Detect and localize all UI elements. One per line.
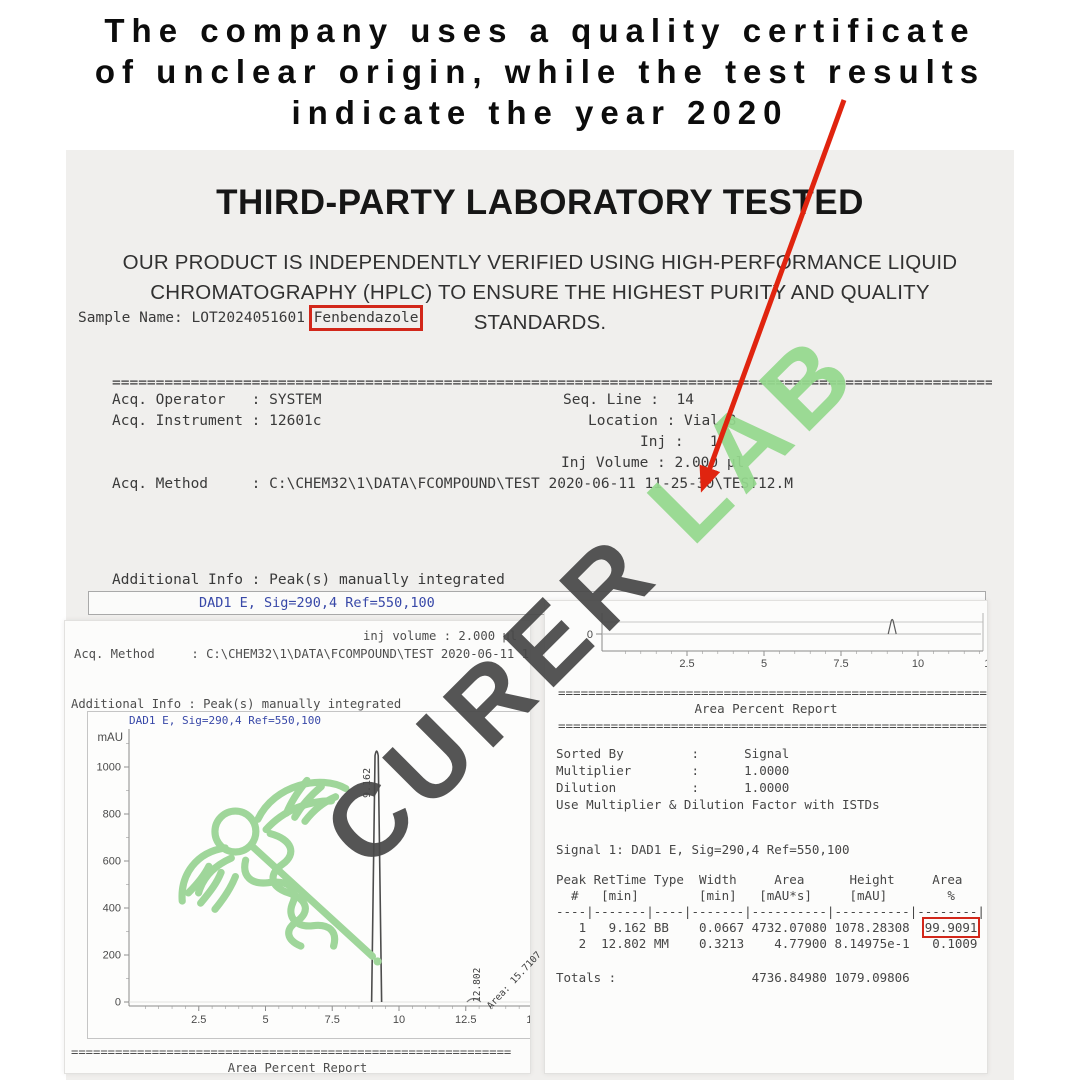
footer-report-title: Area Percent Report	[227, 1061, 368, 1074]
headline-line-3: indicate the year 2020	[291, 94, 789, 131]
report-divider-top: ========================================…	[558, 685, 987, 700]
peak-table-row-1: 1 9.162 BB 0.0667 4732.07080 1078.28308 …	[556, 917, 981, 938]
chromatogram-plot-frame	[87, 711, 530, 1039]
sample-name-line: Sample Name: LOT2024051601 Fenbendazole	[78, 305, 424, 331]
svg-text:2.5: 2.5	[191, 1014, 206, 1026]
svg-text:10: 10	[912, 658, 924, 670]
headline-line-2: of unclear origin, while the test result…	[94, 53, 986, 90]
svg-text:mAU: mAU	[97, 732, 123, 744]
caduceus-logo-icon	[178, 776, 382, 966]
svg-text:15: 15	[526, 1014, 531, 1026]
svg-text:200: 200	[103, 950, 121, 962]
peak2-retention-label: 12.802	[472, 967, 483, 1002]
svg-text:5: 5	[262, 1014, 268, 1026]
peak-table-separator: ----|-------|----|-------|----------|---…	[556, 904, 985, 919]
main-chromatogram-chart: mAU 0 200 400 600 800 1000 2.5 5 7.5 10 12.5 15	[97, 729, 531, 1026]
svg-text:2.5: 2.5	[679, 658, 694, 670]
peak-table-row-2: 2 12.802 MM 0.3213 4.77900 8.14975e-1 0.…	[556, 936, 978, 951]
additional-info-field: Additional Info : Peak(s) manually integ…	[112, 572, 505, 588]
signal1-line: Signal 1: DAD1 E, Sig=290,4 Ref=550,100	[556, 842, 850, 857]
signal-header-small-text: DAD1 E, Sig=290,4 Ref=550,100	[129, 714, 322, 727]
purity-percent-highlight: 99.9091	[921, 917, 981, 938]
peak-table-header-2: # [min] [min] [mAU*s] [mAU] %	[556, 888, 978, 903]
svg-text:7.5: 7.5	[325, 1014, 340, 1026]
istd-line: Use Multiplier & Dilution Factor with IS…	[556, 797, 880, 812]
inj-volume-small-field: inj volume : 2.000 µl	[363, 629, 518, 643]
additional-info-small-field: Additional Info : Peak(s) manually integ…	[71, 697, 402, 711]
signal-header-text: DAD1 E, Sig=290,4 Ref=550,100	[199, 595, 435, 611]
svg-text:400: 400	[103, 903, 121, 915]
subtitle-line-2: CHROMATOGRAPHY (HPLC) TO ENSURE THE HIGH…	[150, 281, 930, 334]
svg-text:10: 10	[393, 1014, 405, 1026]
acq-operator-field: Acq. Operator : SYSTEM	[112, 392, 322, 408]
chromatogram-document-card: inj volume : 2.000 µl Acq. Method : C:\C…	[64, 620, 531, 1074]
certificate-title: THIRD-PARTY LABORATORY TESTED	[216, 183, 864, 222]
peak-table-header-1: Peak RetTime Type Width Area Height Area	[556, 872, 978, 887]
overview-chromatogram-chart: 0 2.5 5 7.5 10 12.5	[587, 613, 988, 670]
svg-text:600: 600	[103, 856, 121, 868]
sorted-by-line: Sorted By : Signal	[556, 746, 790, 761]
acq-instrument-field: Acq. Instrument : 12601c	[112, 413, 322, 429]
report-document-card: 0 2.5 5 7.5 10 12.5 =========================…	[544, 600, 988, 1074]
svg-text:1000: 1000	[97, 762, 121, 774]
svg-text:12.5: 12.5	[984, 658, 988, 670]
report-divider-bottom: ========================================…	[558, 718, 987, 733]
dilution-line: Dilution : 1.0000	[556, 780, 790, 795]
sample-name-label: Sample Name: LOT2024051601	[78, 310, 314, 326]
svg-text:7.5: 7.5	[833, 658, 848, 670]
svg-text:12.5: 12.5	[455, 1014, 476, 1026]
svg-text:0: 0	[587, 629, 593, 641]
peak1-row-values: 1 9.162 BB 0.0667 4732.07080 1078.28308	[556, 920, 925, 935]
report-title: Area Percent Report	[694, 701, 838, 716]
svg-text:5: 5	[761, 658, 767, 670]
seq-line-field: Seq. Line : 14	[563, 392, 694, 408]
svg-text:0: 0	[115, 997, 121, 1009]
totals-line: Totals : 4736.84980 1079.09806	[556, 970, 910, 985]
headline-line-1: The company uses a quality certificate	[104, 12, 976, 49]
headline: The company uses a quality certificate o…	[0, 10, 1080, 133]
footer-divider-line: ========================================…	[71, 1045, 512, 1059]
multiplier-line: Multiplier : 1.0000	[556, 763, 790, 778]
subtitle-line-1: OUR PRODUCT IS INDEPENDENTLY VERIFIED US…	[122, 251, 958, 274]
sample-name-value-highlight: Fenbendazole	[308, 305, 424, 331]
svg-text:800: 800	[103, 809, 121, 821]
acq-method-small-field: Acq. Method : C:\CHEM32\1\DATA\FCOMPOUND…	[74, 647, 530, 661]
